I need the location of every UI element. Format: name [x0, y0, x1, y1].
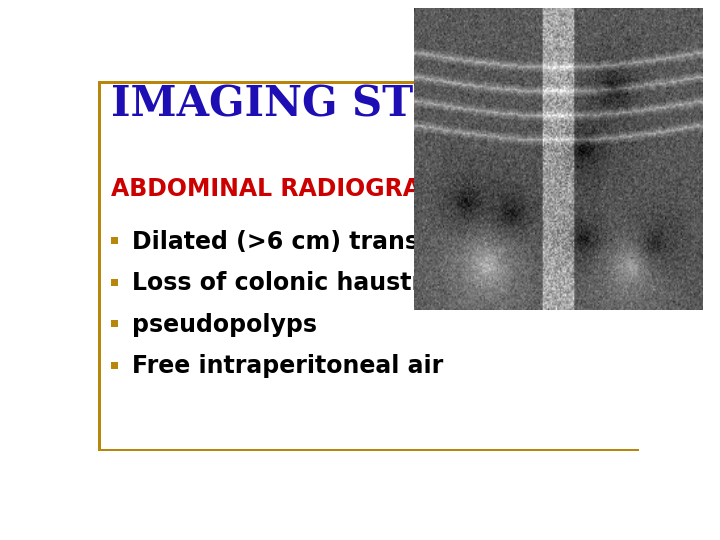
Text: Dilated (>6 cm) transverse colon: Dilated (>6 cm) transverse colon — [132, 230, 572, 253]
Bar — [111, 320, 118, 327]
Text: IMAGING STUDIES: IMAGING STUDIES — [111, 84, 567, 125]
Text: pseudopolyps: pseudopolyps — [132, 313, 317, 336]
Text: Free intraperitoneal air: Free intraperitoneal air — [132, 354, 443, 378]
Text: ABDOMINAL RADIOGRAPH: ABDOMINAL RADIOGRAPH — [111, 177, 459, 201]
Bar — [111, 237, 118, 244]
Bar — [111, 362, 118, 369]
Bar — [99, 81, 639, 84]
Bar — [111, 279, 118, 286]
Text: Loss of colonic haustrations: Loss of colonic haustrations — [132, 271, 505, 295]
Bar — [99, 449, 639, 451]
Bar — [99, 82, 101, 451]
